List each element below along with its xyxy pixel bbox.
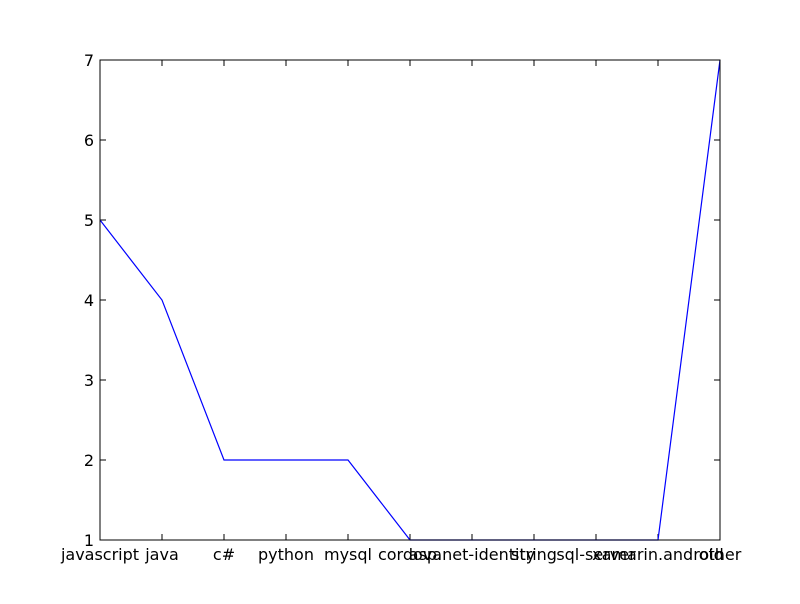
x-tick-label: java: [144, 545, 179, 564]
x-tick-label: c#: [213, 545, 235, 564]
y-tick-label: 5: [84, 211, 94, 230]
x-tick-label: other: [699, 545, 742, 564]
x-tick-label: string: [511, 545, 557, 564]
x-tick-label: python: [258, 545, 314, 564]
x-tick-label: javascript: [60, 545, 139, 564]
y-tick-label: 4: [84, 291, 94, 310]
plot-area: [100, 60, 720, 540]
x-tick-label: mysql: [324, 545, 372, 564]
y-tick-label: 2: [84, 451, 94, 470]
y-tick-label: 6: [84, 131, 94, 150]
y-tick-label: 7: [84, 51, 94, 70]
y-tick-label: 3: [84, 371, 94, 390]
